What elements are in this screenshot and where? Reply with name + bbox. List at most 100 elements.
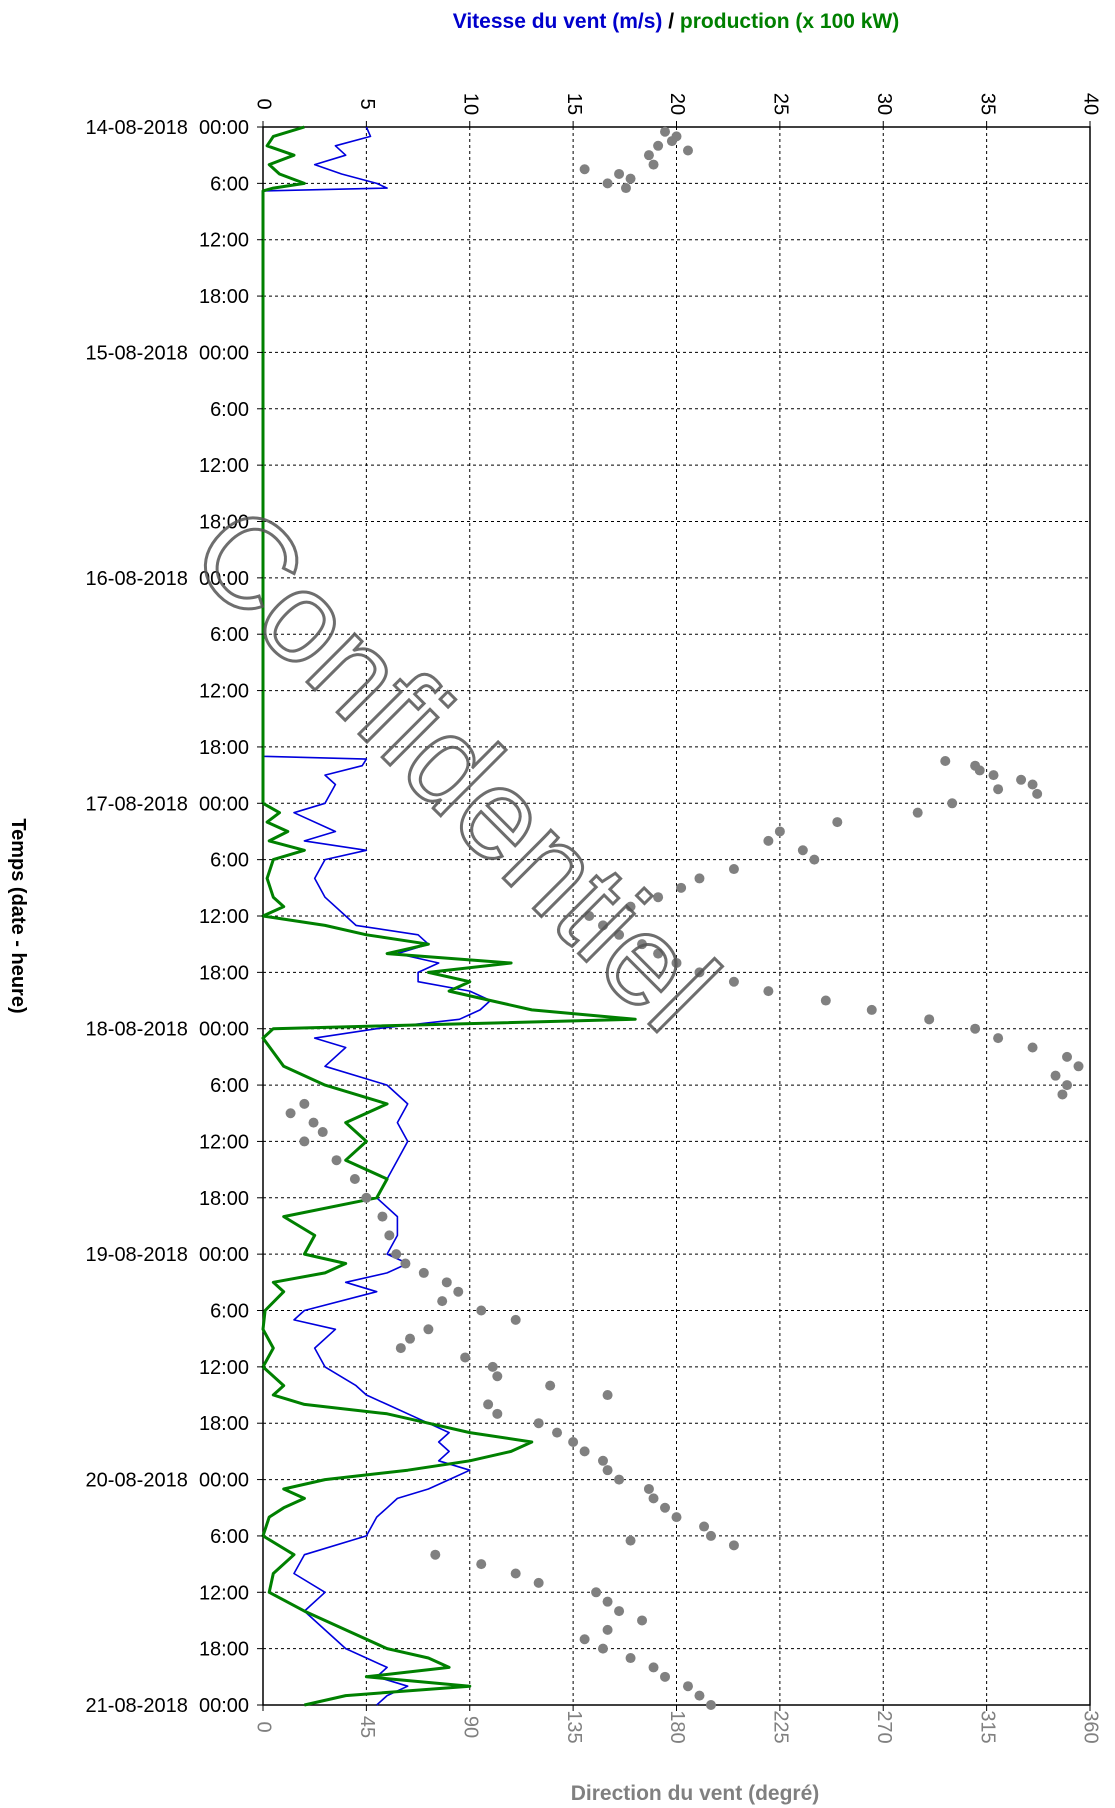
direction-point [705, 1700, 716, 1710]
direction-point [947, 798, 958, 809]
direction-point [728, 976, 739, 987]
direction-point [660, 126, 671, 137]
direction-point [1062, 1080, 1073, 1091]
top-tick-label: 0 [253, 98, 275, 109]
time-tick-label: 12:00 [199, 230, 249, 252]
direction-point [331, 1155, 342, 1166]
direction-point [974, 765, 985, 776]
direction-point [648, 1493, 659, 1504]
bottom-tick-label: 270 [873, 1710, 895, 1743]
direction-point [423, 1324, 434, 1335]
direction-point [637, 939, 648, 950]
direction-point [487, 1361, 498, 1372]
direction-point [492, 1371, 503, 1382]
direction-point [620, 183, 631, 194]
direction-point [694, 1690, 705, 1701]
direction-point [643, 1483, 654, 1494]
time-tick-label: 12:00 [199, 906, 249, 928]
direction-point [579, 1446, 590, 1457]
direction-point [597, 1455, 608, 1466]
time-tick-label: 6:00 [210, 624, 249, 646]
wind-speed-line [262, 126, 492, 1706]
direction-point [1027, 779, 1038, 790]
direction-point [597, 920, 608, 931]
bottom-tick-label: 225 [770, 1710, 792, 1743]
top-tick-label: 5 [356, 98, 378, 109]
direction-point [614, 1474, 625, 1485]
direction-point [602, 1596, 613, 1607]
top-title-part: production (x 100 kW) [680, 10, 899, 33]
direction-point [1016, 774, 1027, 785]
direction-point [400, 1258, 411, 1269]
direction-point [625, 1653, 636, 1664]
data-series [261, 125, 1084, 1710]
direction-point [492, 1408, 503, 1419]
time-tick-label: 18:00 [199, 1639, 249, 1661]
top-tick-label: 30 [873, 93, 895, 115]
direction-point [1050, 1070, 1061, 1081]
direction-point [653, 892, 664, 903]
time-tick-label: 6:00 [210, 1526, 249, 1548]
direction-point [579, 1634, 590, 1645]
bottom-tick-label: 45 [356, 1716, 378, 1738]
direction-point [625, 173, 636, 184]
direction-point [728, 864, 739, 875]
direction-point [317, 1127, 328, 1138]
direction-point [602, 178, 613, 189]
direction-point [648, 159, 659, 170]
direction-point [384, 1230, 395, 1241]
time-tick-label: 6:00 [210, 399, 249, 421]
direction-point [568, 1437, 579, 1447]
direction-point [395, 1343, 406, 1354]
direction-point [418, 1267, 429, 1278]
left-axis-title: Temps (date - heure) [7, 818, 29, 1013]
direction-point [820, 995, 831, 1006]
direction-point [614, 168, 625, 179]
direction-point [1032, 788, 1043, 799]
bottom-axis-title: Direction du vent (degré) [571, 1782, 820, 1805]
direction-point [666, 136, 677, 147]
direction-point [405, 1333, 416, 1344]
direction-point [579, 164, 590, 175]
direction-point [430, 1549, 441, 1560]
top-tick-label: 10 [459, 93, 481, 115]
direction-point [682, 1681, 693, 1692]
direction-point [705, 1530, 716, 1541]
top-tick-label: 25 [770, 93, 792, 115]
direction-point [437, 1296, 448, 1307]
top-tick-label: 35 [976, 93, 998, 115]
time-tick-label: 18-08-2018 00:00 [86, 1019, 249, 1041]
production-line [261, 125, 637, 1707]
top-tick-label: 40 [1080, 93, 1102, 115]
direction-point [552, 1427, 563, 1438]
bottom-tick-label: 315 [976, 1710, 998, 1743]
direction-point [940, 756, 951, 767]
direction-point [602, 1624, 613, 1635]
time-tick-label: 6:00 [210, 850, 249, 872]
time-tick-label: 18:00 [199, 512, 249, 534]
time-tick-label: 12:00 [199, 1357, 249, 1379]
direction-point [797, 845, 808, 856]
direction-point [349, 1174, 360, 1184]
direction-point [625, 901, 636, 912]
time-tick-label: 19-08-2018 00:00 [86, 1244, 249, 1266]
direction-point [299, 1136, 310, 1147]
direction-point [866, 1004, 877, 1015]
bottom-tick-label: 180 [666, 1710, 688, 1743]
direction-point [653, 948, 664, 959]
direction-point [763, 835, 774, 846]
direction-point [993, 784, 1004, 795]
time-tick-label: 18:00 [199, 962, 249, 984]
direction-point [602, 1390, 613, 1401]
top-tick-label: 20 [666, 93, 688, 115]
direction-point [1062, 1051, 1073, 1062]
bottom-tick-label: 360 [1080, 1710, 1102, 1743]
direction-point [694, 967, 705, 978]
top-title-part: / [662, 10, 680, 33]
top-title-part: Vitesse du vent (m/s) [453, 10, 663, 33]
direction-point [460, 1352, 471, 1363]
direction-point [533, 1577, 544, 1588]
direction-point [660, 1671, 671, 1682]
time-tick-label: 12:00 [199, 681, 249, 703]
direction-point [728, 1540, 739, 1551]
